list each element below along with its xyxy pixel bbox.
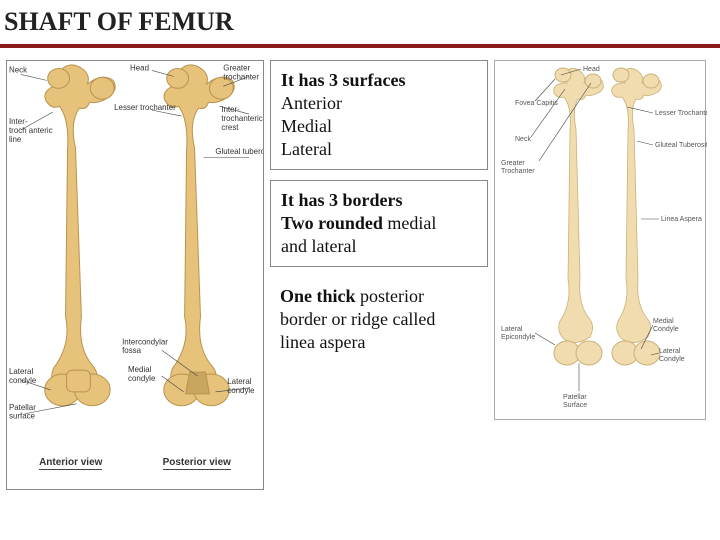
label-head: Head bbox=[130, 63, 149, 72]
surface-lateral: Lateral bbox=[281, 138, 477, 161]
svg-text:Medial Condyle: Medial Condyle bbox=[653, 318, 679, 333]
anterior-femur bbox=[45, 65, 115, 406]
svg-text:Gluteal tuberosity: Gluteal tuberosity bbox=[215, 147, 263, 156]
right-diagram-panel: Head Fovea Capitis Neck Greater Trochant… bbox=[494, 60, 706, 420]
left-diagram-panel: Neck Inter- troch anteric line Lateral c… bbox=[6, 60, 264, 490]
borders-heading: It has 3 borders bbox=[281, 189, 477, 212]
borders-line2: and lateral bbox=[281, 235, 477, 258]
femur-views-svg: Neck Inter- troch anteric line Lateral c… bbox=[7, 61, 263, 446]
svg-text:Lesser trochanter: Lesser trochanter bbox=[114, 103, 176, 112]
svg-text:Patellar surface: Patellar surface bbox=[9, 403, 38, 421]
svg-text:Lateral Condyle: Lateral Condyle bbox=[659, 348, 685, 363]
svg-text:Lesser Trochanter: Lesser Trochanter bbox=[655, 110, 707, 117]
pb-line3: linea aspera bbox=[280, 331, 478, 354]
pb-line2: border or ridge called bbox=[280, 308, 478, 331]
svg-text:Greater trochanter: Greater trochanter bbox=[223, 63, 259, 81]
pb-line1: One thick posterior bbox=[280, 285, 478, 308]
svg-text:Fovea Capitis: Fovea Capitis bbox=[515, 100, 558, 107]
posterior-border-box: One thick posterior border or ridge call… bbox=[270, 277, 488, 362]
content-area: Neck Inter- troch anteric line Lateral c… bbox=[0, 48, 720, 502]
svg-text:Patellar Surface: Patellar Surface bbox=[563, 394, 589, 409]
anterior-view-label: Anterior view bbox=[39, 457, 102, 470]
svg-text:Lateral Epicondyle: Lateral Epicondyle bbox=[501, 326, 535, 341]
surface-anterior: Anterior bbox=[281, 92, 477, 115]
page-title: SHAFT OF FEMUR bbox=[4, 7, 234, 37]
surfaces-heading: It has 3 surfaces bbox=[281, 69, 477, 92]
borders-box: It has 3 borders Two rounded medial and … bbox=[270, 180, 488, 267]
svg-text:Neck: Neck bbox=[515, 136, 531, 143]
surface-medial: Medial bbox=[281, 115, 477, 138]
svg-text:Gluteal Tuberosity: Gluteal Tuberosity bbox=[655, 142, 707, 149]
text-panels: It has 3 surfaces Anterior Medial Latera… bbox=[270, 60, 488, 490]
view-labels-row: Anterior view Posterior view bbox=[7, 451, 263, 472]
svg-text:Inter- troch anteric: Inter- troch anteric line bbox=[9, 117, 55, 144]
svg-text:Medial condyle: Medial condyle bbox=[128, 365, 156, 383]
title-bar: SHAFT OF FEMUR bbox=[0, 0, 720, 48]
svg-text:Greater Trochanter: Greater Trochanter bbox=[501, 160, 535, 175]
surfaces-box: It has 3 surfaces Anterior Medial Latera… bbox=[270, 60, 488, 170]
svg-text:Lateral condyle: Lateral condyle bbox=[9, 367, 37, 385]
svg-text:Intercondylar fossa: Intercondylar fossa bbox=[122, 337, 170, 355]
label-neck: Neck bbox=[9, 65, 27, 74]
svg-text:Linea Aspera: Linea Aspera bbox=[661, 216, 702, 223]
svg-text:Head: Head bbox=[583, 66, 600, 73]
svg-text:Lateral condyle: Lateral condyle bbox=[227, 377, 255, 395]
right-femur-svg: Head Fovea Capitis Neck Greater Trochant… bbox=[495, 61, 707, 421]
borders-line1: Two rounded medial bbox=[281, 212, 477, 235]
svg-text:Inter- trochanteric: Inter- trochanteric crest bbox=[221, 105, 263, 132]
posterior-view-label: Posterior view bbox=[163, 457, 231, 470]
